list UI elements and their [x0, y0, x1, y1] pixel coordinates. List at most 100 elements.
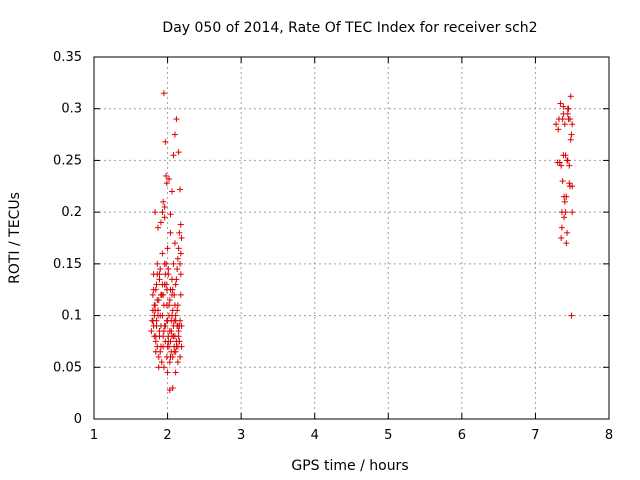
data-point [165, 338, 172, 345]
data-point [163, 317, 170, 324]
x-tick-label: 1 [90, 428, 98, 443]
data-point [162, 271, 169, 278]
data-point [177, 271, 184, 278]
data-point [152, 333, 159, 340]
data-point [157, 219, 164, 226]
data-point [566, 162, 573, 169]
y-tick-label: 0.25 [53, 153, 82, 168]
data-point [564, 110, 571, 117]
data-point [176, 229, 183, 236]
data-point [156, 276, 163, 283]
data-point [174, 255, 181, 262]
data-point [155, 312, 162, 319]
data-point [152, 209, 159, 216]
y-tick-label: 0.3 [61, 102, 82, 117]
data-point [166, 359, 173, 366]
data-point [178, 343, 185, 350]
data-point [176, 322, 183, 329]
plot-frame [93, 56, 610, 420]
data-point [553, 121, 560, 128]
data-point [159, 250, 166, 257]
data-point [168, 188, 175, 195]
y-tick-label: 0.35 [53, 50, 82, 65]
data-point [154, 297, 161, 304]
data-point [161, 203, 168, 210]
y-axis-label: ROTI / TECUs [7, 192, 23, 284]
data-point [160, 364, 167, 371]
data-point [161, 260, 168, 267]
data-point [157, 266, 164, 273]
data-point [569, 183, 576, 190]
data-point [159, 209, 166, 216]
data-point [159, 281, 166, 288]
data-point [564, 105, 571, 112]
data-point [557, 100, 564, 107]
data-point [177, 186, 184, 193]
data-point [569, 121, 576, 128]
x-tick-label: 6 [458, 428, 466, 443]
data-point [176, 338, 183, 345]
data-point [563, 240, 570, 247]
data-point [171, 317, 178, 324]
y-tick-label: 0 [74, 412, 82, 427]
data-point [152, 338, 159, 345]
data-point [154, 260, 161, 267]
data-point [164, 369, 171, 376]
data-point [558, 235, 565, 241]
data-point [174, 359, 181, 366]
data-point [568, 131, 575, 138]
data-point [171, 348, 178, 355]
data-point [167, 353, 174, 360]
y-axis-tick-labels: 0 0.05 0.1 0.15 0.2 0.25 0.3 0.35 [53, 50, 82, 427]
data-point [168, 291, 175, 298]
data-point [556, 159, 563, 166]
data-point [175, 333, 182, 340]
x-tick-label: 3 [237, 428, 245, 443]
axis-ticks [93, 56, 610, 420]
data-point [178, 235, 185, 241]
data-point [168, 312, 175, 319]
data-point [174, 307, 181, 314]
data-point [150, 286, 157, 293]
data-point [157, 343, 164, 350]
data-point [160, 90, 167, 97]
x-tick-label: 5 [384, 428, 392, 443]
data-point [155, 353, 162, 360]
data-point [161, 214, 168, 221]
y-tick-label: 0.05 [53, 360, 82, 375]
data-point [173, 116, 180, 123]
x-tick-label: 4 [311, 428, 319, 443]
data-point [153, 281, 160, 288]
data-point [158, 359, 165, 366]
data-point [569, 209, 576, 216]
data-point [167, 229, 174, 236]
data-point [166, 176, 173, 183]
x-tick-label: 8 [605, 428, 613, 443]
chart-title: Day 050 of 2014, Rate Of TEC Index for r… [162, 20, 537, 36]
data-point [155, 224, 162, 231]
data-point [177, 291, 184, 298]
data-point [164, 245, 171, 252]
data-point [149, 317, 156, 324]
data-point [559, 178, 566, 185]
data-point [563, 193, 570, 200]
y-tick-label: 0.15 [53, 257, 82, 272]
data-points [148, 90, 576, 394]
data-point [171, 131, 178, 138]
x-axis-label: GPS time / hours [291, 458, 408, 474]
data-point [162, 138, 169, 145]
data-point [177, 353, 184, 360]
data-point [170, 152, 177, 159]
data-point [175, 328, 182, 335]
data-point [558, 162, 565, 169]
data-point [148, 328, 155, 335]
data-point [152, 307, 159, 314]
data-point [171, 302, 178, 309]
data-point [156, 271, 163, 278]
data-point [169, 286, 176, 293]
data-point [160, 198, 167, 205]
data-point [568, 312, 575, 319]
data-point [161, 322, 168, 329]
data-point [164, 343, 171, 350]
